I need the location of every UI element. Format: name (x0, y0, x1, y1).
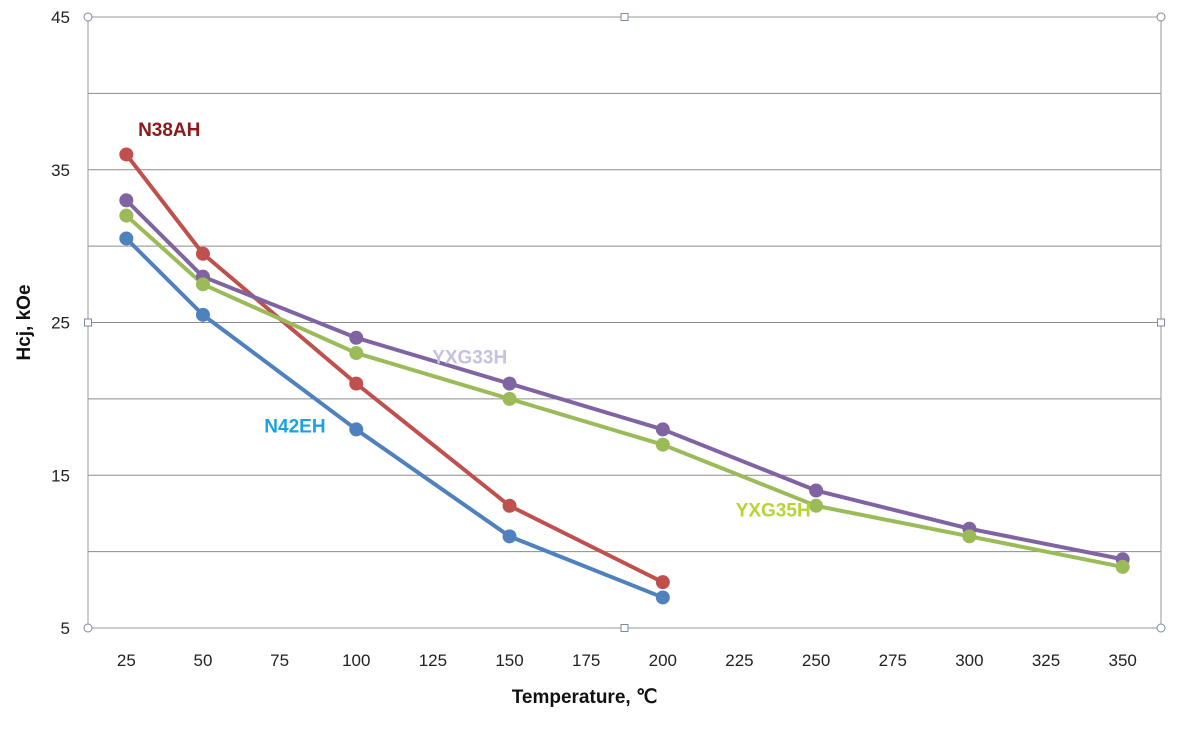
data-point-yxg35h (962, 529, 977, 544)
data-point-yxg33h (502, 376, 517, 391)
series-labels: N38AH N42EH YXG33H YXG35H (138, 120, 811, 521)
x-tick-label: 225 (725, 651, 753, 670)
x-tick-label: 275 (879, 651, 907, 670)
x-tick-label: 250 (802, 651, 830, 670)
data-point-yxg35h (809, 498, 824, 513)
data-point-yxg35h (1115, 559, 1130, 574)
y-tick-label: 45 (51, 8, 70, 27)
data-point-n42eh (502, 529, 517, 544)
x-tick-label: 75 (270, 651, 289, 670)
data-point-yxg35h (502, 391, 517, 406)
series-line-n38ah (124, 152, 665, 585)
y-tick-labels: 5 15 25 35 45 (51, 8, 70, 638)
data-point-yxg33h (655, 422, 670, 437)
data-point-n38ah (502, 498, 517, 513)
corner-handle[interactable] (1156, 623, 1166, 633)
x-tick-label: 50 (194, 651, 213, 670)
series-label-yxg33h: YXG33H (432, 348, 507, 369)
y-tick-label: 15 (51, 466, 70, 485)
edge-handle[interactable] (620, 13, 629, 21)
series-line-yxg33h (124, 198, 1125, 562)
series-label-n38ah: N38AH (138, 120, 200, 141)
series-markers (119, 147, 1130, 605)
x-tick-label: 100 (342, 651, 370, 670)
data-point-n42eh (119, 231, 134, 246)
x-axis-title: Temperature, ℃ (512, 687, 658, 708)
corner-handle[interactable] (1156, 12, 1166, 22)
edge-handle[interactable] (1157, 318, 1165, 327)
x-tick-label: 150 (495, 651, 523, 670)
data-point-n42eh (195, 307, 210, 322)
series-label-n42eh: N42EH (264, 416, 325, 437)
x-tick-label: 200 (649, 651, 677, 670)
series-label-yxg35h: YXG35H (736, 500, 811, 521)
series-line-yxg35h (124, 213, 1125, 569)
data-point-yxg35h (655, 437, 670, 452)
data-point-n42eh (655, 590, 670, 605)
data-point-yxg33h (809, 483, 824, 498)
edge-handle[interactable] (84, 318, 92, 327)
x-tick-label: 25 (117, 651, 136, 670)
y-tick-label: 35 (51, 161, 70, 180)
edge-handle[interactable] (620, 624, 629, 632)
selection-handles[interactable] (83, 12, 1166, 633)
x-tick-label: 325 (1032, 651, 1060, 670)
x-tick-label: 350 (1108, 651, 1136, 670)
data-point-yxg35h (349, 346, 364, 361)
data-point-n38ah (195, 246, 210, 261)
data-point-yxg33h (349, 330, 364, 345)
y-tick-label: 5 (61, 619, 70, 638)
corner-handle[interactable] (83, 12, 93, 22)
x-tick-labels: 25 50 75 100 125 150 175 200 225 250 275 300 325 350 (117, 651, 1137, 670)
y-tick-label: 25 (51, 314, 70, 333)
x-tick-label: 300 (955, 651, 983, 670)
y-axis-title: Hcj, kOe (14, 284, 35, 360)
data-point-n38ah (119, 147, 134, 162)
data-point-yxg35h (119, 208, 134, 223)
data-point-n38ah (655, 575, 670, 590)
x-tick-label: 125 (419, 651, 447, 670)
x-tick-label: 175 (572, 651, 600, 670)
data-point-n42eh (349, 422, 364, 437)
data-point-n38ah (349, 376, 364, 391)
data-point-yxg35h (195, 277, 210, 292)
data-point-yxg33h (119, 193, 134, 208)
corner-handle[interactable] (83, 623, 93, 633)
